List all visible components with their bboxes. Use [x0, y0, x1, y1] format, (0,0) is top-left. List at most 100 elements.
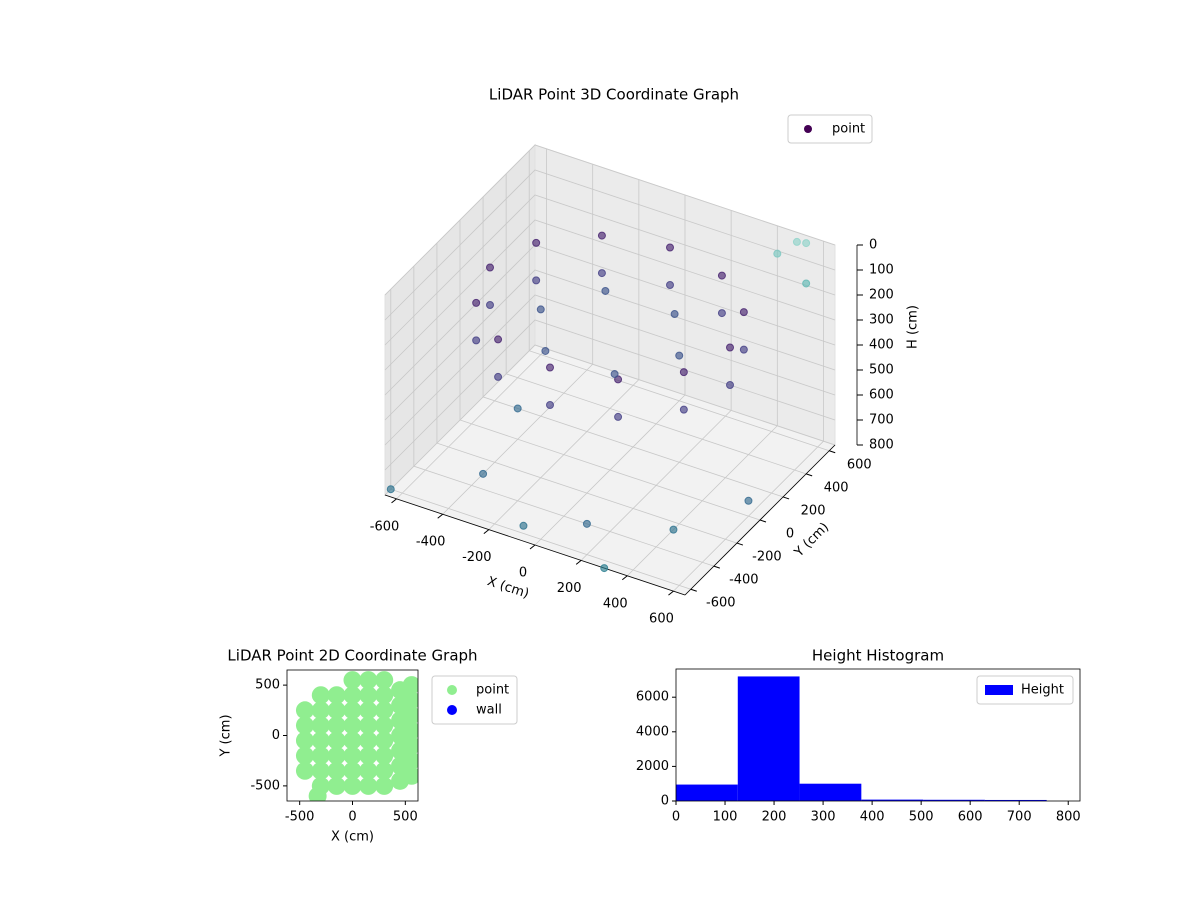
point: [327, 776, 346, 795]
point: [295, 701, 314, 720]
point: [536, 305, 545, 314]
grid-line: [384, 169, 836, 321]
point: [744, 496, 753, 505]
point: [327, 731, 346, 750]
point: [546, 401, 554, 409]
y-tick-label: 0: [661, 794, 669, 809]
bar: [737, 676, 800, 801]
x-tick: [668, 590, 674, 596]
point: [679, 368, 688, 377]
point: [359, 701, 378, 720]
point: [375, 701, 394, 720]
point: [610, 370, 619, 379]
x-tick-label: 200: [762, 810, 787, 825]
point: [402, 676, 418, 695]
x-tick: [529, 544, 536, 550]
legend-marker: [447, 705, 457, 715]
x-tick-label: 0: [672, 810, 680, 825]
grid-line: [384, 319, 836, 471]
grid-line: [384, 219, 836, 371]
point: [513, 404, 522, 413]
point: [375, 671, 394, 690]
x-tick-label: 800: [1056, 810, 1081, 825]
legend-label: wall: [476, 703, 502, 718]
point: [402, 691, 418, 710]
point: [402, 736, 418, 755]
point: [802, 279, 811, 288]
point: [597, 231, 606, 240]
plot-area: [295, 671, 418, 801]
point: [359, 731, 378, 750]
point: [402, 706, 418, 725]
point: [343, 716, 362, 735]
legend-swatch: [985, 685, 1013, 695]
point: [773, 249, 782, 258]
point: [308, 786, 327, 801]
point: [532, 276, 541, 285]
legend-label: point: [832, 122, 865, 137]
point: [375, 746, 394, 765]
point: [614, 412, 623, 421]
x-tick-label: 0: [348, 810, 356, 825]
point: [717, 271, 726, 280]
y-tick-label: 400: [824, 480, 849, 495]
point: [726, 343, 734, 352]
point: [486, 301, 494, 309]
z-tick-label: 400: [869, 338, 894, 353]
x-tick: [483, 529, 490, 535]
y-tick-label: -200: [752, 550, 782, 565]
point: [359, 776, 378, 795]
y-tick: [713, 565, 721, 569]
x-tick-label: 300: [811, 810, 836, 825]
y-axis-label: Y (cm): [219, 714, 234, 757]
point: [726, 381, 734, 389]
point: [311, 731, 330, 750]
y-tick-label: 600: [847, 457, 872, 472]
y-tick-label: 200: [801, 503, 826, 518]
point: [582, 519, 591, 528]
point: [532, 238, 541, 247]
point: [295, 731, 314, 750]
point: [359, 761, 378, 780]
point: [402, 766, 418, 785]
y-tick-label: 6000: [636, 690, 669, 705]
z-axis-label: H (cm): [906, 305, 921, 349]
point: [601, 286, 610, 295]
bar: [923, 799, 985, 801]
grid-line: [384, 194, 836, 346]
point: [327, 716, 346, 735]
point: [295, 716, 314, 735]
y-tick: [829, 450, 836, 454]
z-tick-label: 0: [869, 238, 877, 253]
point: [792, 237, 801, 246]
chart-title: LiDAR Point 2D Coordinate Graph: [227, 647, 477, 665]
x-tick-label: 600: [958, 810, 983, 825]
point: [359, 686, 378, 705]
point: [343, 701, 362, 720]
bar: [799, 783, 862, 801]
point: [343, 746, 362, 765]
point: [675, 351, 684, 360]
point: [494, 372, 503, 381]
point: [311, 746, 330, 765]
point: [311, 701, 330, 720]
point: [343, 686, 362, 705]
y-tick-label: 0: [786, 527, 794, 542]
chart-title: Height Histogram: [812, 647, 944, 665]
point: [679, 405, 688, 414]
y-axis: [684, 444, 836, 596]
point: [670, 310, 679, 319]
z-tick-label: 200: [869, 288, 894, 303]
z-tick-label: 500: [869, 363, 894, 378]
legend-label: Height: [1021, 683, 1064, 698]
x-tick-label: 100: [713, 810, 738, 825]
point: [359, 746, 378, 765]
point: [295, 746, 314, 765]
legend-box: [787, 114, 873, 144]
x-tick-label: -600: [370, 519, 400, 534]
x-axis: [384, 494, 686, 596]
point: [343, 776, 362, 795]
bar: [984, 799, 1047, 801]
x-tick-label: 0: [519, 566, 527, 581]
point: [546, 363, 554, 372]
